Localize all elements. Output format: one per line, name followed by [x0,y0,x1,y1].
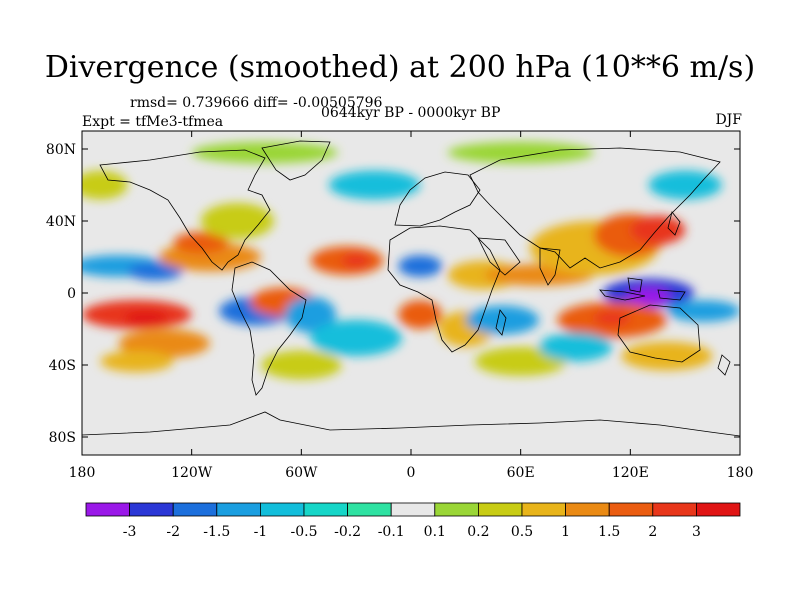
lat-tick-label: 80S [49,430,76,446]
contour-fill-layer [82,141,740,380]
coastline-europe [394,171,481,227]
anomaly-region [630,215,686,245]
colorbar-swatch [172,502,218,517]
colorbar-label: -2 [166,524,180,540]
anomaly-region [127,262,183,281]
anomaly-region [173,231,229,254]
colorbar-swatch [303,502,348,517]
colorbar-swatch [608,502,654,517]
colorbar-swatch [652,502,697,517]
colorbar-label: 3 [692,524,701,540]
anomaly-region [310,320,402,356]
lon-axis: 180 120W 60W 0 60E 120E 180 [69,131,754,481]
experiment-label: Expt = tfMe3-tfmea [82,114,224,130]
anomaly-region [328,170,421,200]
colorbar-swatch [85,502,130,517]
colorbar-label: 0.5 [511,524,533,540]
lat-axis: 80N 40N 0 40S 80S [46,142,740,446]
stats-text: rmsd= 0.739666 diff= -0.00505796 [130,95,383,111]
colorbar-swatch [521,502,566,517]
coastline-asia [469,147,721,269]
lon-tick-label: 180 [727,465,754,481]
anomaly-region [341,253,371,268]
colorbar-swatch [390,502,436,517]
anomaly-region [398,300,443,329]
coastline-japan [667,211,681,236]
anomaly-region [648,170,722,200]
coastline-indonesia [599,289,646,301]
lon-tick-label: 60E [507,465,535,481]
anomaly-region [621,341,713,371]
coastline-borneo [627,277,643,293]
anomaly-region [447,141,594,164]
anomaly-region [538,332,613,362]
colorbar: -3 -2 -1.5 -1 -0.5 -0.2 -0.1 0.1 0.2 0.5 1 1.5 2 3 [85,502,741,540]
colorbar-swatch [696,502,741,517]
colorbar-label: 0.2 [467,524,489,540]
colorbar-label: -0.2 [334,524,361,540]
colorbar-label: 1 [561,524,570,540]
period-label: 0644kyr BP - 0000kyr BP [321,105,501,121]
anomaly-region [261,350,342,380]
lon-tick-label: 0 [407,465,416,481]
lon-tick-label: 60W [285,465,318,481]
anomaly-region [465,305,539,335]
coastline-antarctica [82,411,740,437]
coastline-south-america [231,261,307,396]
anomaly-region [82,170,128,200]
coastline-greenland [261,140,331,181]
coastline-madagascar [495,309,507,336]
season-label: DJF [715,112,742,128]
anomaly-region [100,350,174,373]
lat-tick-label: 40N [46,214,76,230]
colorbar-swatch [347,502,392,517]
colorbar-swatch [434,502,479,517]
colorbar-label: -0.5 [291,524,318,540]
lat-tick-label: 80N [46,142,76,158]
anomaly-region [626,287,671,306]
anomaly-region [593,311,631,326]
colorbar-label: 2 [648,524,657,540]
colorbar-label: -1 [254,524,268,540]
anomaly-region [666,300,740,322]
lon-tick-label: 120E [612,465,649,481]
colorbar-label: 0.1 [424,524,446,540]
colorbar-swatch [477,502,523,517]
coastline-australia [617,304,701,363]
coastline-new-guinea [657,289,686,301]
map-title: Divergence (smoothed) at 200 hPa (10**6 … [44,50,756,85]
coastline-north-america [99,149,271,271]
colorbar-swatch [565,502,610,517]
anomaly-region [398,255,443,277]
coastline-layer [82,140,740,437]
colorbar-label: -0.1 [378,524,405,540]
lat-tick-label: 0 [67,286,76,302]
colorbar-swatch [216,502,261,517]
colorbar-swatch [129,502,174,517]
lon-tick-label: 180 [69,465,96,481]
colorbar-label: 1.5 [598,524,620,540]
colorbar-swatch [259,502,305,517]
coastline-new-zealand [717,354,731,376]
coastline-arabia [477,237,521,276]
anomaly-region [200,203,274,239]
colorbar-label: -1.5 [203,524,230,540]
colorbar-label: -3 [123,524,137,540]
coastline-africa [387,225,501,353]
anomaly-region [124,311,168,326]
anomaly-region [118,329,210,358]
lat-tick-label: 40S [49,358,76,374]
lon-tick-label: 120W [171,465,213,481]
anomaly-region [474,347,567,376]
coastline-india [539,247,561,286]
